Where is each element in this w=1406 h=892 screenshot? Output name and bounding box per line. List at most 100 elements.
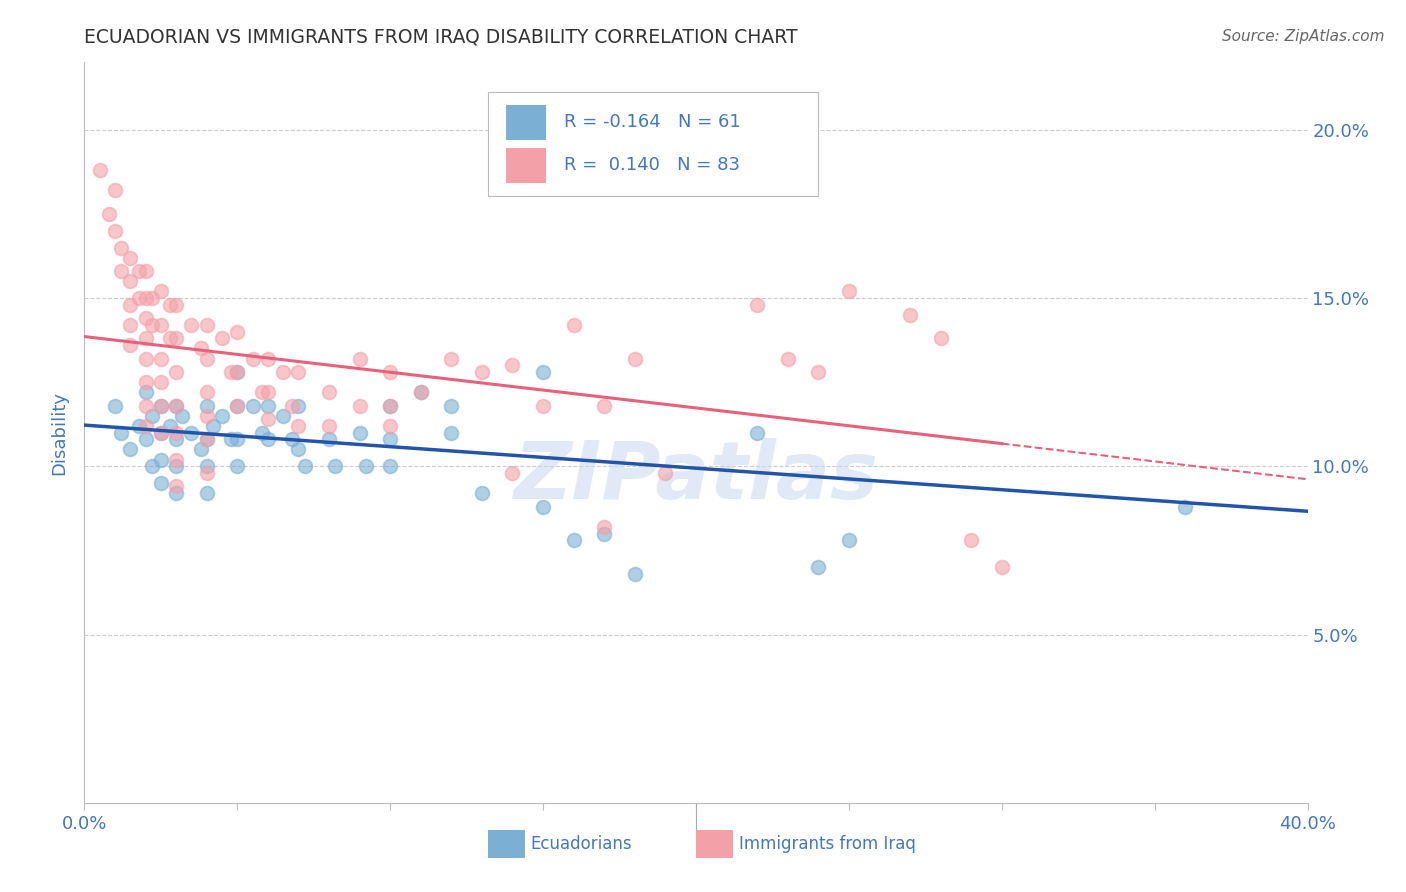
Point: [281, 433, 304, 447]
Point: [960, 533, 983, 548]
Point: [165, 365, 187, 379]
Point: [165, 331, 187, 345]
Point: [110, 240, 132, 255]
Point: [135, 264, 157, 278]
Point: [898, 308, 921, 322]
Point: [159, 418, 181, 433]
Point: [149, 351, 172, 366]
Point: [195, 433, 218, 447]
Point: [271, 409, 294, 423]
Point: [502, 359, 524, 373]
Point: [141, 291, 163, 305]
Text: R = -0.164   N = 61: R = -0.164 N = 61: [564, 113, 741, 131]
Point: [226, 365, 249, 379]
Point: [318, 418, 340, 433]
Point: [89, 163, 111, 178]
Point: [838, 285, 860, 299]
Point: [104, 224, 127, 238]
Point: [287, 418, 309, 433]
Point: [135, 351, 157, 366]
Point: [991, 560, 1014, 574]
Point: [195, 399, 218, 413]
Point: [172, 409, 194, 423]
Point: [120, 338, 142, 352]
Point: [257, 351, 280, 366]
Point: [159, 331, 181, 345]
Point: [120, 274, 142, 288]
Bar: [506, 104, 546, 140]
Point: [226, 365, 249, 379]
Point: [149, 476, 172, 491]
Point: [135, 375, 157, 389]
Point: [323, 459, 346, 474]
Text: R =  0.140   N = 83: R = 0.140 N = 83: [564, 156, 740, 174]
Point: [149, 425, 172, 440]
Point: [195, 459, 218, 474]
Point: [380, 365, 402, 379]
Point: [195, 351, 218, 366]
Point: [195, 385, 218, 400]
Text: ZIPatlas: ZIPatlas: [513, 438, 879, 516]
Point: [165, 452, 187, 467]
Point: [531, 399, 554, 413]
Point: [531, 365, 554, 379]
Point: [257, 385, 280, 400]
Point: [440, 351, 463, 366]
Point: [281, 399, 304, 413]
Point: [135, 399, 157, 413]
Point: [180, 425, 202, 440]
Point: [440, 425, 463, 440]
Point: [190, 342, 212, 356]
Point: [149, 425, 172, 440]
Point: [287, 442, 309, 457]
Point: [141, 318, 163, 332]
Point: [294, 459, 316, 474]
Y-axis label: Disability: Disability: [51, 391, 69, 475]
Point: [593, 520, 616, 534]
Text: Ecuadorians: Ecuadorians: [531, 835, 633, 854]
Point: [149, 375, 172, 389]
Point: [211, 331, 233, 345]
Point: [318, 433, 340, 447]
Point: [471, 365, 494, 379]
Point: [159, 298, 181, 312]
Point: [190, 442, 212, 457]
Point: [141, 459, 163, 474]
Point: [195, 486, 218, 500]
Point: [593, 526, 616, 541]
Point: [250, 385, 273, 400]
Point: [195, 466, 218, 480]
Point: [120, 251, 142, 265]
Point: [226, 325, 249, 339]
Point: [165, 425, 187, 440]
Point: [226, 399, 249, 413]
Point: [502, 466, 524, 480]
Point: [349, 351, 371, 366]
Point: [287, 399, 309, 413]
Point: [531, 500, 554, 514]
Bar: [506, 147, 546, 183]
Point: [747, 298, 769, 312]
Point: [624, 351, 647, 366]
Point: [128, 264, 150, 278]
Point: [776, 351, 799, 366]
Point: [562, 533, 585, 548]
Point: [211, 409, 233, 423]
Point: [257, 399, 280, 413]
Point: [104, 399, 127, 413]
Point: [149, 452, 172, 467]
Text: Immigrants from Iraq: Immigrants from Iraq: [738, 835, 915, 854]
Point: [471, 486, 494, 500]
Point: [149, 285, 172, 299]
Point: [380, 399, 402, 413]
Point: [409, 385, 432, 400]
Point: [219, 365, 242, 379]
Point: [165, 486, 187, 500]
Point: [242, 399, 264, 413]
Point: [257, 433, 280, 447]
Point: [135, 418, 157, 433]
Point: [242, 351, 264, 366]
Point: [104, 183, 127, 197]
Point: [149, 318, 172, 332]
Point: [149, 399, 172, 413]
